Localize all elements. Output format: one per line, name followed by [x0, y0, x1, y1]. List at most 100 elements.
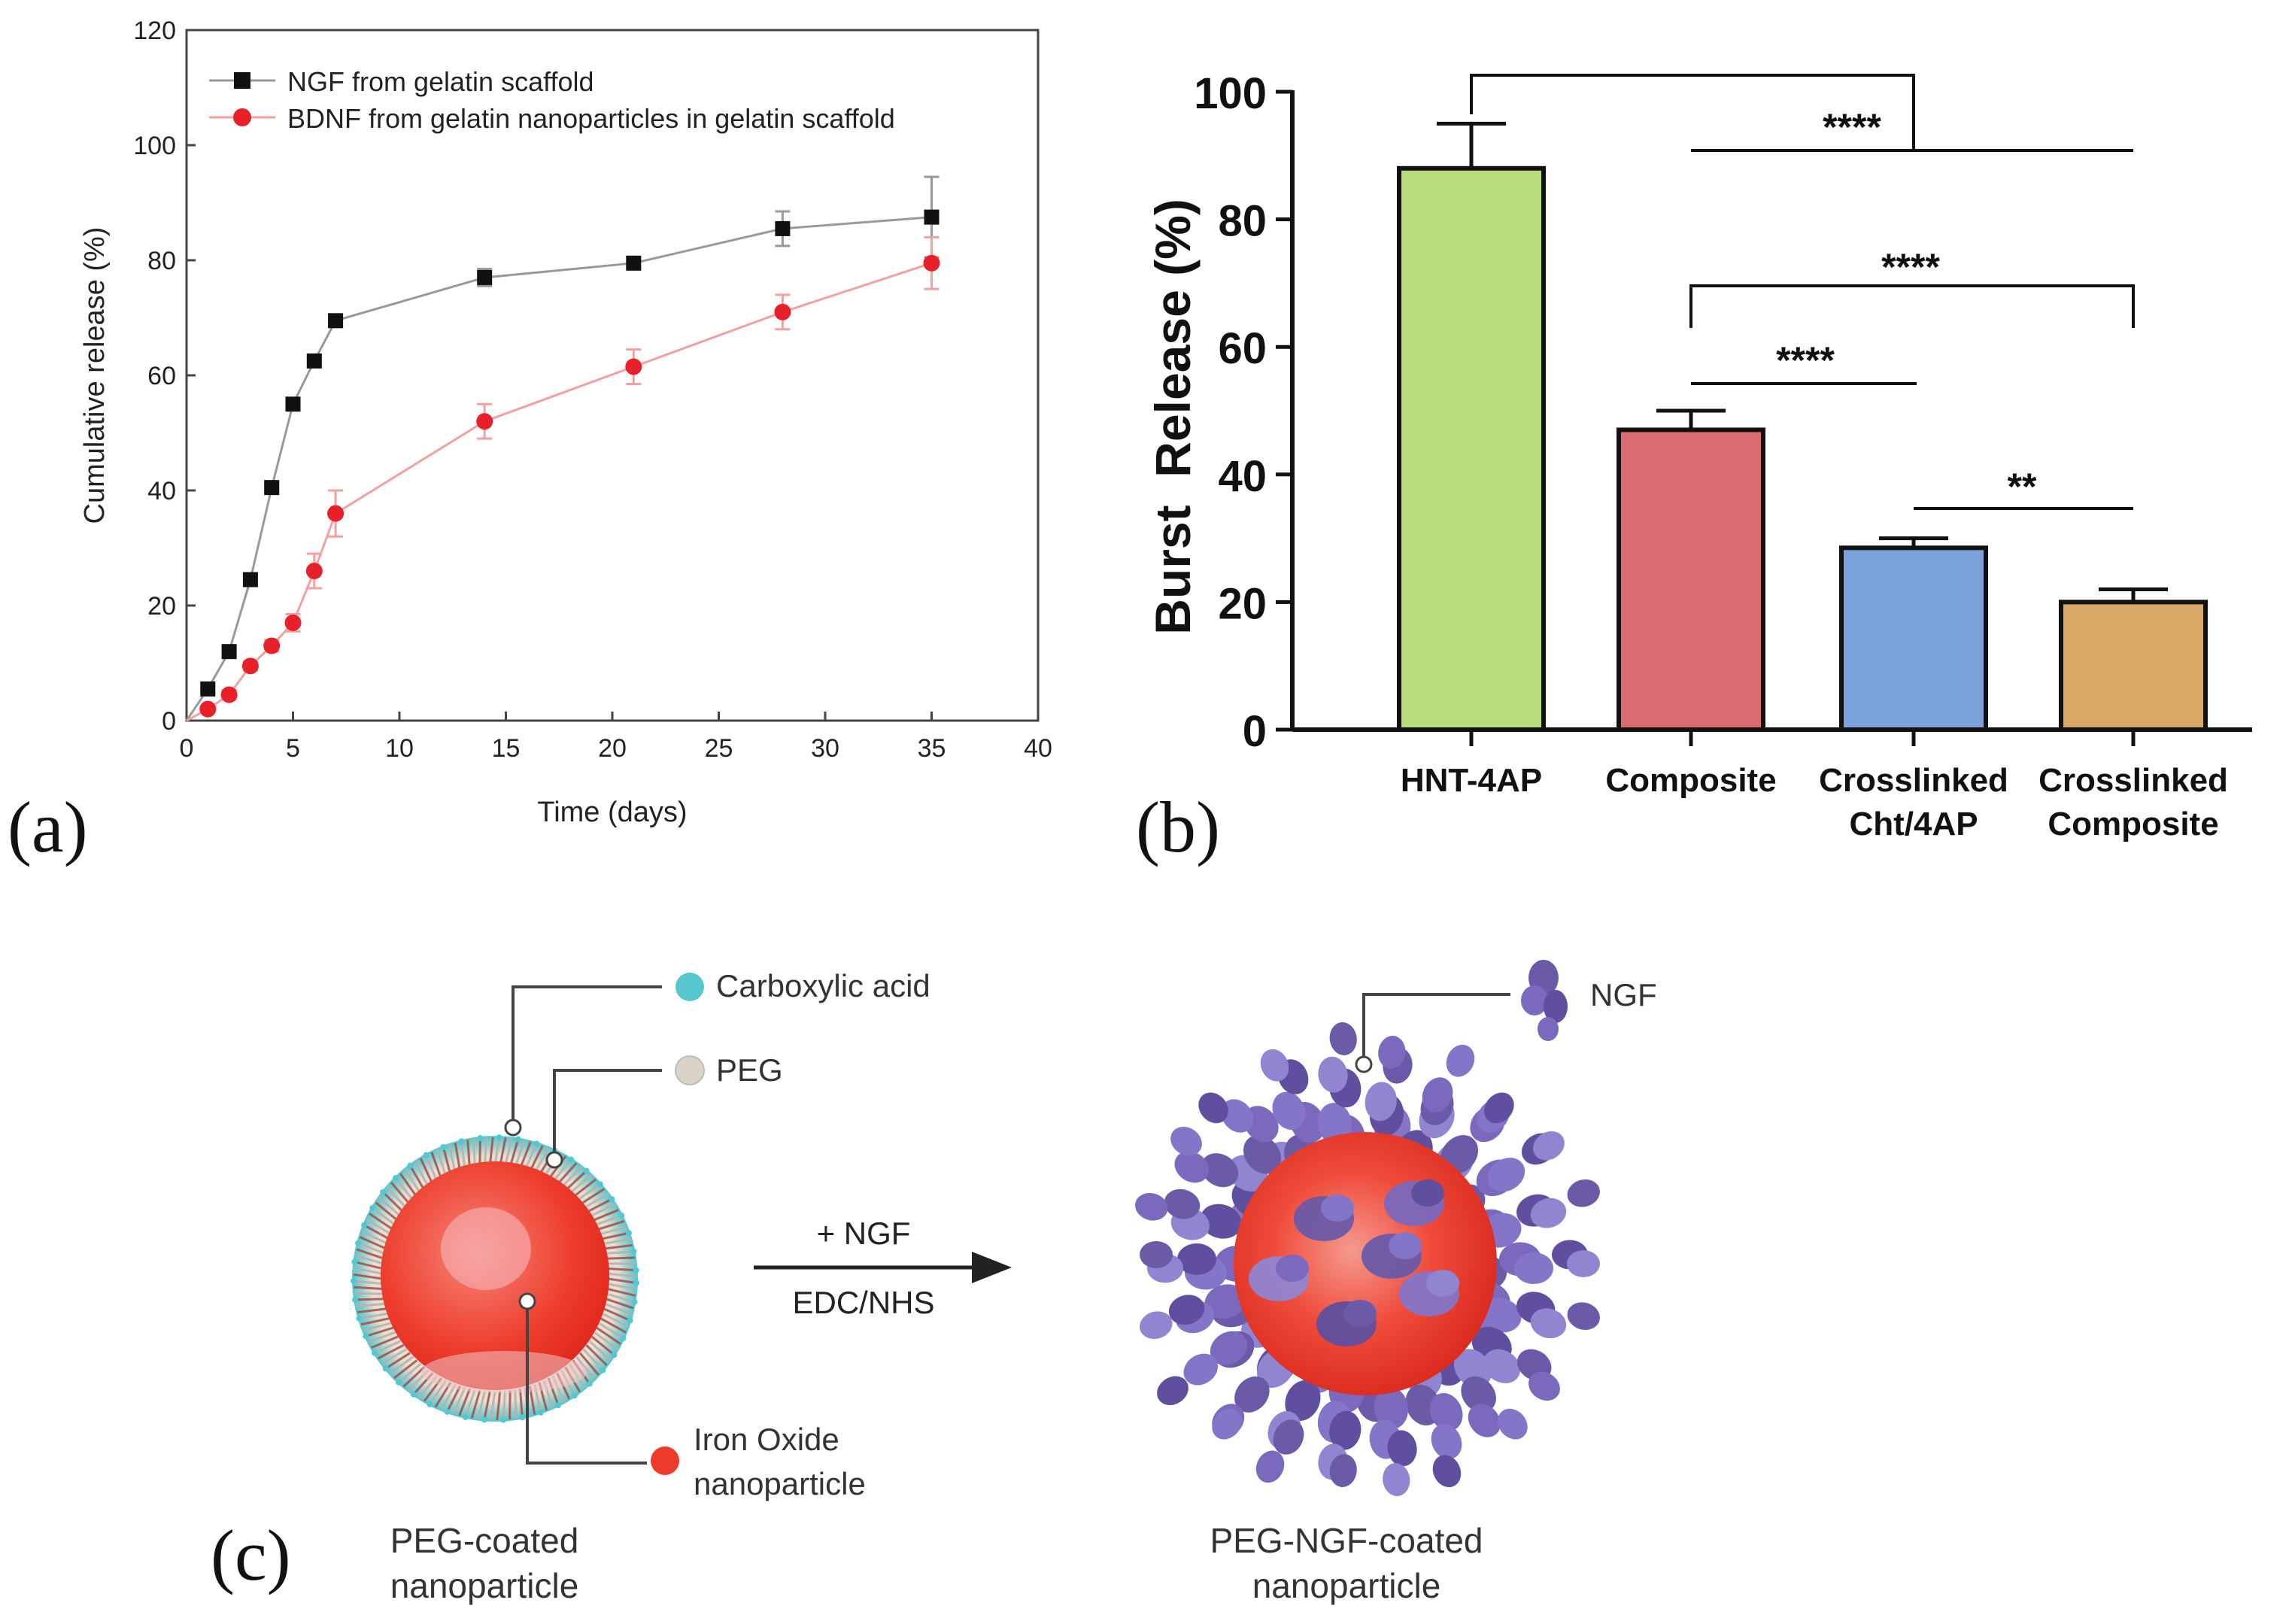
ngf-protein: [1498, 1408, 1528, 1440]
peg-chain: [356, 1302, 385, 1307]
y-tick-label: 100: [1194, 69, 1267, 118]
bar: [1617, 427, 1765, 732]
ngf-protein: [1243, 1135, 1282, 1174]
carboxylic-end: [611, 1352, 618, 1358]
carboxylic-end: [444, 1408, 451, 1415]
x-category-label: Composite: [1605, 762, 1776, 799]
ngf-protein: [1234, 1376, 1270, 1413]
legend-marker-ngf: [234, 72, 250, 89]
peg-chain: [514, 1140, 526, 1168]
carboxylic-end: [597, 1181, 603, 1188]
ngf-protein: [1422, 1077, 1453, 1113]
carboxylic-end: [380, 1188, 387, 1195]
carboxylic-end: [586, 1380, 593, 1387]
x-tick-label: 15: [492, 734, 521, 763]
peg-chain: [514, 1389, 518, 1419]
bracket-composite-vs-crosslinked-composite: [1689, 284, 2135, 328]
carboxylic-end: [351, 1277, 357, 1284]
peg-chain: [458, 1388, 472, 1416]
peg-chain: [381, 1348, 408, 1365]
carboxylic-end: [627, 1317, 633, 1324]
carboxylic-end: [458, 1138, 465, 1145]
ngf-protein: [1374, 1387, 1409, 1429]
peg-chain: [390, 1182, 411, 1206]
label-carboxylic-acid: Carboxylic acid: [716, 968, 930, 1003]
peg-chain: [378, 1196, 402, 1218]
data-point: [263, 637, 281, 654]
ngf-protein: [1157, 1376, 1188, 1406]
ngf-protein: [1411, 1179, 1444, 1207]
peg-chain: [359, 1312, 388, 1320]
peg-chain: [590, 1335, 615, 1356]
ngf-protein: [1432, 1455, 1462, 1488]
carboxylic-end: [477, 1135, 484, 1142]
bar-group: [1397, 121, 1546, 732]
ngf-protein: [1255, 1450, 1285, 1483]
peg-chain: [496, 1391, 502, 1421]
peg-chain: [371, 1335, 399, 1349]
peg-chain: [578, 1352, 600, 1376]
carboxylic-end: [393, 1175, 399, 1182]
caption-peg-ngf-coated-line1: PEG-NGF-coated: [1210, 1521, 1483, 1560]
peg-chain: [399, 1173, 418, 1198]
bar-series: [1397, 121, 2208, 733]
carboxylic-end: [620, 1335, 627, 1342]
peg-chain: [360, 1317, 390, 1326]
x-axis-label: Time (days): [537, 797, 687, 828]
peg-chain: [389, 1355, 414, 1375]
peg-chain: [368, 1331, 396, 1343]
carboxylic-end: [630, 1248, 637, 1255]
data-point: [199, 700, 217, 718]
peg-chain: [464, 1389, 476, 1418]
x-axis-ticks: 0 5 10 15 20 25 30 35 40: [180, 712, 1052, 763]
peg-chain: [606, 1298, 634, 1310]
panel-a-line-chart: 0 5 10 15 20 25 30 35 40 0 20 40 60 80 100 120 Time (d…: [79, 17, 1052, 828]
carboxylic-end: [423, 1152, 430, 1158]
peg-chain: [605, 1250, 634, 1255]
ngf-protein: [1461, 1376, 1496, 1413]
ngf-protein: [1484, 1092, 1514, 1124]
ngf-protein: [1321, 1194, 1354, 1222]
significance-label: ****: [1823, 106, 1881, 148]
peg-chain: [382, 1191, 405, 1213]
callout-dot-iron: [518, 1292, 536, 1310]
data-point: [220, 686, 238, 703]
data-point: [924, 209, 940, 225]
data-point: [242, 572, 258, 587]
carboxylic-end: [633, 1267, 639, 1273]
peg-chain: [601, 1313, 629, 1328]
peg-chain: [588, 1203, 616, 1218]
peg-chain: [502, 1391, 506, 1420]
carboxylic-end: [633, 1279, 639, 1286]
x-category-label: Crosslinked: [2038, 762, 2228, 799]
carboxylic-end: [496, 1134, 502, 1141]
peg-chain: [489, 1391, 496, 1421]
y-tick-label: 40: [1218, 452, 1267, 501]
ngf-protein: [1387, 1430, 1417, 1467]
data-point: [264, 480, 280, 496]
data-point: [923, 254, 940, 272]
caption-peg-ngf-coated-line2: nanoparticle: [1252, 1566, 1441, 1605]
peg-chain: [384, 1352, 411, 1370]
x-tick-label: 10: [385, 734, 414, 763]
ngf-protein: [1567, 1250, 1600, 1277]
peg-chain: [560, 1166, 583, 1188]
peg-chain: [354, 1286, 383, 1290]
data-point: [774, 303, 791, 320]
peg-chain: [591, 1209, 619, 1222]
ngf-protein: [1483, 1349, 1521, 1383]
label-peg: PEG: [716, 1052, 783, 1088]
ngf-protein: [1530, 1308, 1567, 1339]
data-point: [285, 396, 301, 412]
ngf-protein: [1140, 1240, 1173, 1269]
ngf-protein: [1487, 1158, 1525, 1192]
peg-chain: [529, 1145, 544, 1173]
y-axis-label: Cumulative release (%): [79, 227, 111, 524]
peg-chain: [607, 1283, 636, 1291]
bar: [1397, 165, 1546, 732]
peg-chain: [579, 1188, 606, 1206]
peg-icon: [675, 1055, 705, 1085]
peg-chain: [598, 1225, 627, 1236]
peg-chain: [448, 1144, 457, 1173]
